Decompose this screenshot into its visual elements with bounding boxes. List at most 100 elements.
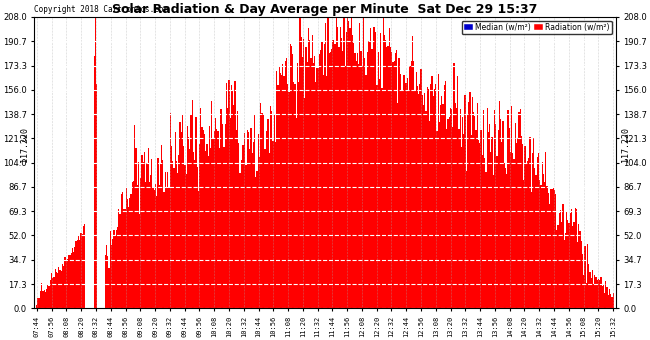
Bar [612,293,614,308]
Bar [81,234,83,308]
Bar [313,63,314,308]
Bar [213,139,214,308]
Text: 117.220: 117.220 [621,126,630,162]
Bar [302,57,303,308]
Bar [369,42,370,308]
Bar [368,41,369,308]
Bar [107,256,109,308]
Bar [199,144,200,308]
Bar [494,109,495,308]
Bar [138,162,139,308]
Bar [411,61,412,308]
Bar [162,160,164,308]
Bar [364,58,365,308]
Bar [502,120,504,308]
Bar [424,93,425,308]
Bar [572,226,573,308]
Bar [203,130,204,308]
Bar [168,188,170,308]
Bar [78,235,79,308]
Bar [375,32,376,308]
Bar [172,160,174,308]
Bar [134,125,135,308]
Bar [353,43,354,308]
Bar [118,209,120,308]
Bar [209,126,210,308]
Bar [564,240,565,308]
Bar [51,273,52,308]
Bar [489,124,490,308]
Bar [244,133,246,308]
Bar [447,119,448,308]
Bar [548,192,549,308]
Bar [545,152,547,308]
Bar [114,236,116,308]
Bar [525,146,526,308]
Bar [448,117,450,308]
Bar [133,181,134,308]
Bar [488,132,489,308]
Bar [62,264,63,308]
Text: 117.220: 117.220 [20,126,29,162]
Bar [429,121,430,308]
Bar [177,173,178,308]
Bar [590,278,592,308]
Bar [588,265,590,308]
Bar [280,73,281,308]
Bar [237,111,238,308]
Bar [486,108,488,308]
Bar [58,268,60,308]
Bar [511,106,512,308]
Bar [331,49,332,308]
Bar [187,126,188,308]
Bar [538,153,539,308]
Bar [179,122,181,308]
Bar [247,130,248,308]
Bar [178,155,179,308]
Bar [229,119,231,308]
Bar [567,220,569,308]
Bar [586,283,587,308]
Bar [281,75,282,308]
Bar [52,278,53,308]
Bar [565,234,566,308]
Bar [516,143,517,308]
Bar [514,158,515,308]
Bar [75,241,77,308]
Bar [428,89,429,308]
Bar [39,298,40,308]
Bar [379,79,380,308]
Bar [415,72,417,308]
Bar [304,98,306,308]
Bar [189,149,190,308]
Bar [400,74,401,308]
Bar [339,47,340,308]
Bar [70,253,72,308]
Bar [506,174,507,308]
Bar [47,285,49,308]
Bar [593,284,594,308]
Bar [439,122,440,308]
Bar [289,45,291,308]
Bar [109,268,110,308]
Bar [291,46,292,308]
Bar [74,246,75,308]
Bar [248,132,249,308]
Bar [512,153,514,308]
Bar [211,101,213,308]
Bar [446,129,447,308]
Bar [330,52,331,308]
Bar [386,47,387,308]
Bar [551,189,552,308]
Bar [412,36,413,308]
Bar [220,109,221,308]
Bar [530,192,532,308]
Bar [458,129,460,308]
Bar [440,105,441,308]
Bar [515,123,516,308]
Bar [174,132,176,308]
Bar [159,185,160,308]
Bar [227,108,228,308]
Bar [194,159,195,308]
Bar [380,33,382,308]
